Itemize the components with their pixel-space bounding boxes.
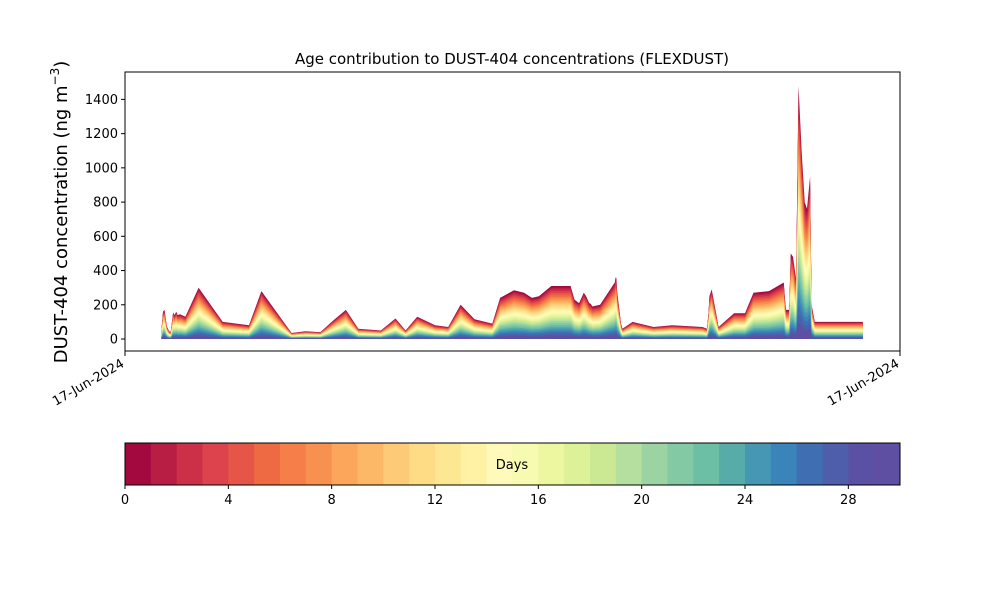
colorbar-tick-label: 16 xyxy=(530,493,547,508)
colorbar-swatch-7 xyxy=(305,443,333,485)
colorbar-tick-label: 0 xyxy=(121,493,129,508)
colorbar-swatch-15 xyxy=(512,443,539,485)
colorbar-swatch-11 xyxy=(409,443,436,485)
colorbar-swatch-22 xyxy=(693,443,720,485)
x-tick-label: 17-Jun-2024 xyxy=(50,356,127,409)
colorbar-label: Days xyxy=(496,458,529,473)
colorbar-swatch-16 xyxy=(538,443,565,485)
y-tick-label: 400 xyxy=(93,264,118,279)
x-axis: 17-Jun-2024 17-Jun-2024 xyxy=(50,351,902,409)
colorbar-swatch-23 xyxy=(719,443,746,485)
chart-title: Age contribution to DUST-404 concentrati… xyxy=(295,50,729,68)
plot-frame xyxy=(124,71,901,352)
svg-text:DUST-404 concentration (ng m−3: DUST-404 concentration (ng m−3) xyxy=(48,61,72,364)
colorbar-swatch-17 xyxy=(564,443,591,485)
y-axis: 0 200 400 600 800 1000 1200 1400 xyxy=(85,93,125,348)
colorbar-swatch-24 xyxy=(745,443,772,485)
colorbar-swatch-18 xyxy=(590,443,617,485)
age-band-29 xyxy=(161,330,863,339)
colorbar-tick-label: 4 xyxy=(224,493,232,508)
colorbar-swatch-25 xyxy=(770,443,798,485)
colorbar-tick-label: 12 xyxy=(427,493,444,508)
y-tick-label: 600 xyxy=(93,230,118,245)
y-tick-label: 0 xyxy=(110,333,118,348)
colorbar-swatch-14 xyxy=(486,443,513,485)
colorbar-swatch-9 xyxy=(357,443,384,485)
colorbar-swatch-4 xyxy=(228,443,255,485)
plot-areas xyxy=(161,85,863,340)
colorbar-axis: 0 4 8 12 16 20 24 28 xyxy=(121,485,857,508)
y-tick-label: 200 xyxy=(93,298,118,313)
colorbar-swatch-26 xyxy=(796,443,823,485)
colorbar-tick-label: 8 xyxy=(328,493,336,508)
colorbar-swatch-28 xyxy=(848,443,875,485)
colorbar-swatch-27 xyxy=(822,443,849,485)
colorbar-swatch-3 xyxy=(202,443,229,485)
x-tick-label: 17-Jun-2024 xyxy=(825,356,902,409)
colorbar-swatch-10 xyxy=(383,443,410,485)
colorbar-swatch-20 xyxy=(641,443,668,485)
y-tick-label: 800 xyxy=(93,196,118,211)
colorbar-frame xyxy=(124,442,901,486)
colorbar-swatch-29 xyxy=(874,443,901,485)
y-axis-label: DUST-404 concentration (ng m−3) xyxy=(48,61,72,364)
colorbar-tick-label: 24 xyxy=(737,493,754,508)
colorbar-tick-label: 20 xyxy=(633,493,650,508)
colorbar-swatch-12 xyxy=(435,443,462,485)
colorbar xyxy=(124,442,901,486)
y-tick-label: 1400 xyxy=(85,93,118,108)
y-tick-label: 1200 xyxy=(85,127,118,142)
colorbar-swatch-2 xyxy=(176,443,203,485)
colorbar-swatch-0 xyxy=(125,443,152,485)
colorbar-swatch-5 xyxy=(254,443,281,485)
colorbar-swatch-6 xyxy=(280,443,307,485)
colorbar-tick-label: 28 xyxy=(840,493,857,508)
y-tick-label: 1000 xyxy=(85,161,118,176)
colorbar-swatch-8 xyxy=(331,443,358,485)
colorbar-swatch-13 xyxy=(460,443,488,485)
colorbar-swatch-21 xyxy=(667,443,694,485)
colorbar-swatch-19 xyxy=(615,443,643,485)
colorbar-swatch-1 xyxy=(150,443,178,485)
